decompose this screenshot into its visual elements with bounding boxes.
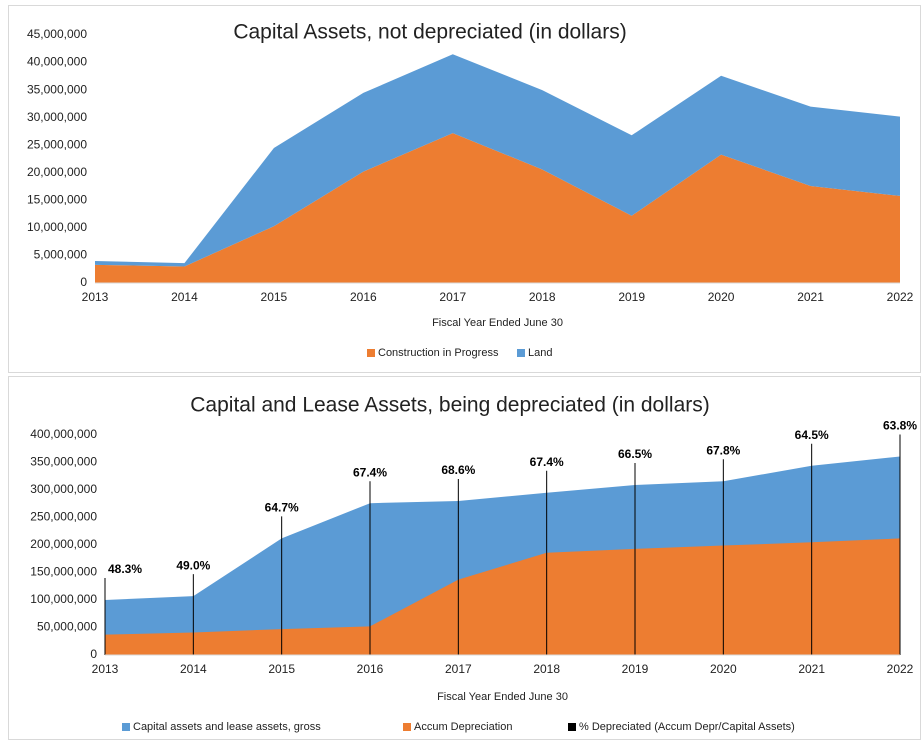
legend-label: Construction in Progress [378,347,499,359]
y-tick-label: 50,000,000 [37,620,97,634]
x-tick-label: 2018 [533,662,560,676]
x-tick-label: 2016 [357,662,384,676]
y-tick-label: 25,000,000 [27,137,87,151]
y-tick-label: 350,000,000 [30,455,97,469]
x-tick-label: 2013 [82,290,109,304]
area [105,538,900,655]
y-tick-label: 200,000,000 [30,537,97,551]
x-tick-label: 2020 [710,662,737,676]
x-tick-label: 2014 [171,290,198,304]
y-tick-label: 300,000,000 [30,482,97,496]
x-tick-label: 2013 [92,662,119,676]
x-tick-label: 2014 [180,662,207,676]
x-axis-title: Fiscal Year Ended June 30 [432,317,563,329]
area [95,54,900,267]
data-label: 67.4% [353,465,387,479]
legend-swatch [367,349,375,357]
x-tick-label: 2015 [268,662,295,676]
area [95,133,900,283]
legend-label: Accum Depreciation [414,721,512,733]
y-tick-label: 0 [90,647,97,661]
legend-swatch [122,723,130,731]
y-tick-label: 250,000,000 [30,510,97,524]
data-label: 63.8% [883,419,917,433]
data-label: 49.0% [176,558,210,572]
x-tick-label: 2017 [439,290,466,304]
x-tick-label: 2016 [350,290,377,304]
y-tick-label: 5,000,000 [34,248,88,262]
y-tick-label: 40,000,000 [27,55,87,69]
legend-label: Land [528,347,552,359]
legend-label: % Depreciated (Accum Depr/Capital Assets… [579,721,795,733]
y-tick-label: 10,000,000 [27,220,87,234]
x-tick-label: 2017 [445,662,472,676]
y-tick-label: 30,000,000 [27,110,87,124]
data-label: 68.6% [441,463,475,477]
y-tick-label: 150,000,000 [30,565,97,579]
x-tick-label: 2019 [622,662,649,676]
x-axis-title: Fiscal Year Ended June 30 [437,691,568,703]
x-tick-label: 2021 [798,662,825,676]
data-label: 67.4% [530,455,564,469]
legend-swatch [403,723,411,731]
chart-title: Capital and Lease Assets, being deprecia… [190,394,709,417]
x-tick-label: 2019 [618,290,645,304]
legend-swatch [517,349,525,357]
data-label: 64.7% [265,501,299,515]
y-tick-label: 100,000,000 [30,592,97,606]
y-tick-label: 20,000,000 [27,165,87,179]
y-tick-label: 35,000,000 [27,82,87,96]
x-tick-label: 2020 [708,290,735,304]
x-tick-label: 2021 [797,290,824,304]
data-label: 66.5% [618,447,652,461]
y-tick-label: 400,000,000 [30,427,97,441]
legend-label: Capital assets and lease assets, gross [133,721,321,733]
x-tick-label: 2018 [529,290,556,304]
chart-title: Capital Assets, not depreciated (in doll… [233,21,626,44]
legend-swatch [568,723,576,731]
x-tick-label: 2022 [887,290,914,304]
x-tick-label: 2022 [887,662,914,676]
data-label: 67.8% [706,443,740,457]
x-tick-label: 2015 [261,290,288,304]
y-tick-label: 45,000,000 [27,27,87,41]
data-label: 48.3% [108,562,142,576]
y-tick-label: 0 [80,275,87,289]
y-tick-label: 15,000,000 [27,193,87,207]
data-label: 64.5% [795,428,829,442]
